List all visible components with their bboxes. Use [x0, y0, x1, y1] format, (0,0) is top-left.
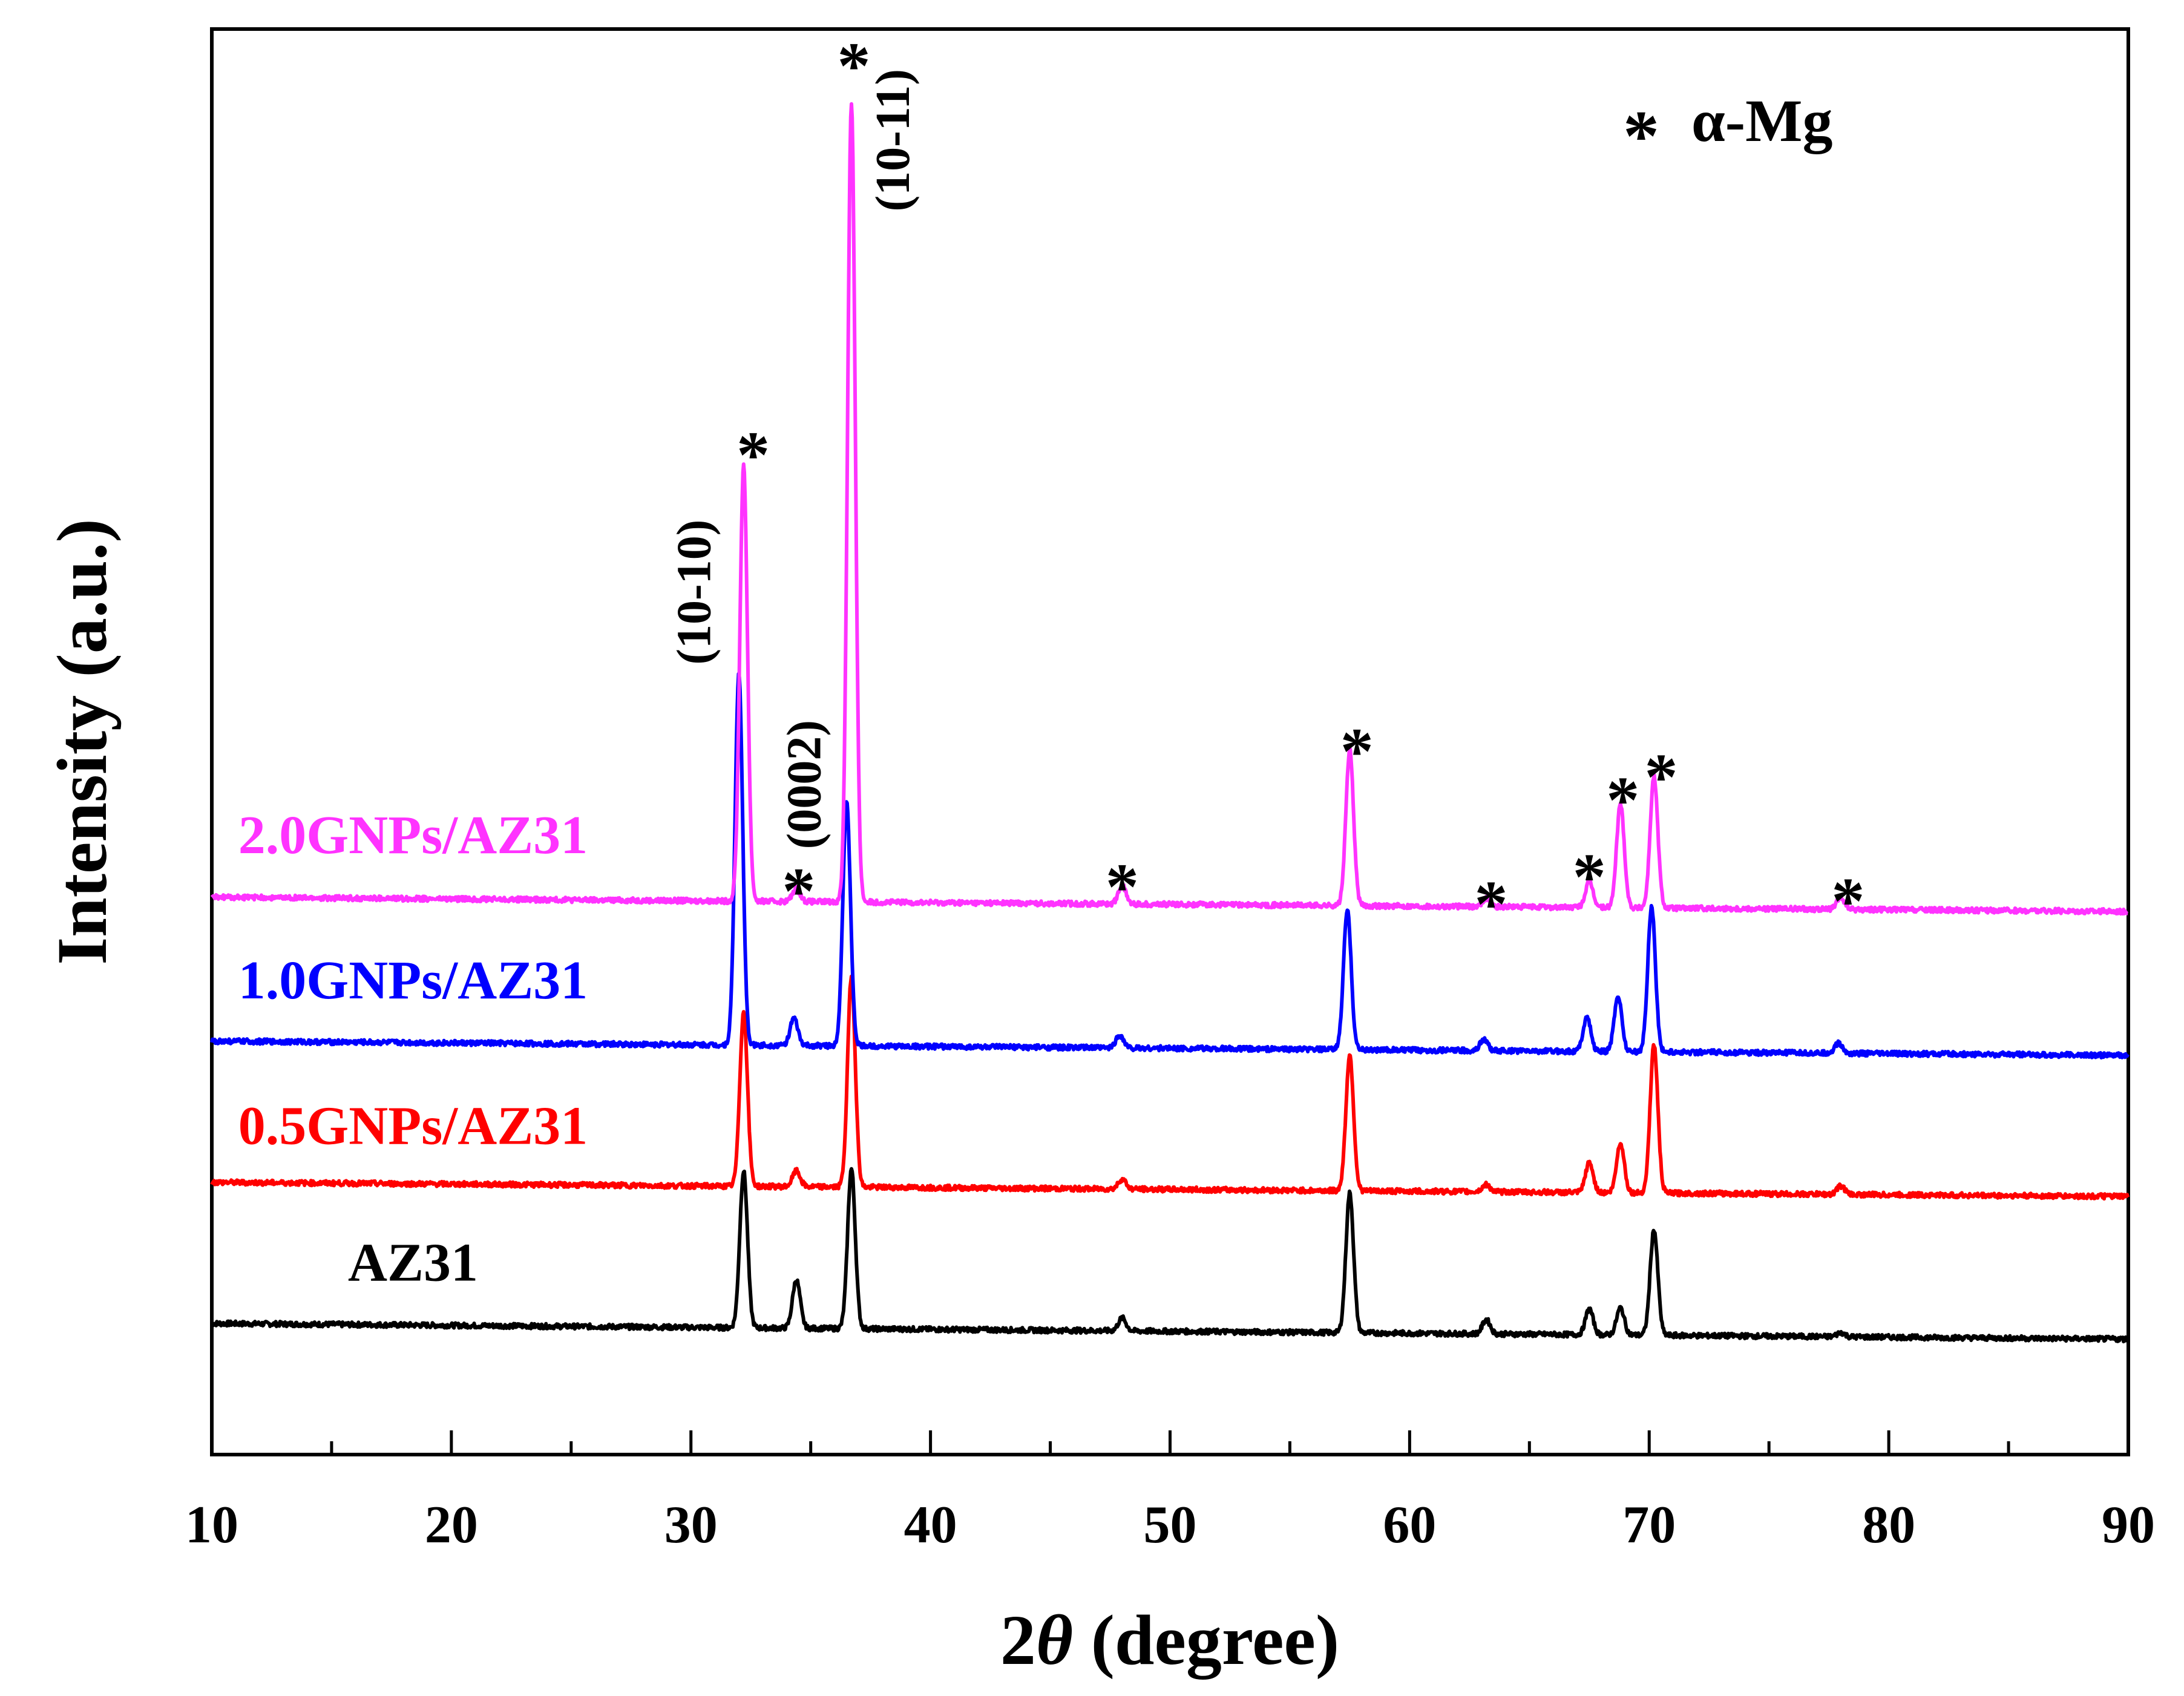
series-label: 1.0GNPs/AZ31 — [238, 951, 588, 1010]
series-line-0 — [211, 1167, 2130, 1344]
x-axis-label: 2θ (degree) — [1000, 1600, 1339, 1680]
peak-marker: * — [1106, 850, 1139, 924]
x-tick-label: 60 — [1383, 1496, 1436, 1554]
series-group — [210, 102, 2130, 1344]
peak-marker: * — [1831, 864, 1864, 938]
x-tick-labels: 10 20 30 40 50 60 70 80 90 — [185, 1496, 2155, 1554]
peak-marker: * — [837, 28, 870, 102]
plot-frame — [210, 27, 2130, 1456]
x-tick-label: 70 — [1622, 1496, 1676, 1554]
peak-marker: * — [736, 418, 770, 492]
series-line-2 — [210, 672, 2130, 1059]
plane-annotation: (0002) — [778, 720, 831, 849]
plane-annotation: (10-11) — [867, 69, 920, 212]
x-axis-label-prefix: 2 — [1000, 1600, 1036, 1680]
series-label-group: 2.0GNPs/AZ31 1.0GNPs/AZ31 0.5GNPs/AZ31 AZ31 — [238, 805, 588, 1293]
x-tick-label: 20 — [425, 1496, 478, 1554]
x-tick-label: 40 — [904, 1496, 957, 1554]
legend-symbol: * — [1623, 96, 1659, 176]
series-line-1 — [210, 974, 2130, 1201]
series-label: AZ31 — [348, 1233, 478, 1293]
series-label: 0.5GNPs/AZ31 — [238, 1096, 588, 1156]
annotation-group: (10-10) (0002) (10-11) — [667, 69, 920, 849]
x-tick-label: 50 — [1144, 1496, 1197, 1554]
series-line-3 — [210, 102, 2129, 916]
x-tick-label: 30 — [664, 1496, 718, 1554]
x-axis-label-suffix: (degree) — [1073, 1600, 1339, 1680]
peak-marker: * — [1340, 715, 1374, 788]
peak-marker: * — [1606, 763, 1639, 837]
peak-marker: * — [782, 854, 815, 928]
legend-label: α-Mg — [1691, 87, 1833, 154]
x-tick-label: 80 — [1862, 1496, 1915, 1554]
x-ticks — [210, 1430, 2130, 1455]
peak-marker: * — [1573, 840, 1606, 914]
x-tick-label: 90 — [2102, 1496, 2155, 1554]
peak-marker: * — [1645, 740, 1678, 814]
marker-group: ****** ** ** — [736, 28, 1864, 940]
peak-marker: * — [1474, 867, 1507, 941]
x-tick-label: 10 — [185, 1496, 238, 1554]
x-axis-label-theta: θ — [1036, 1600, 1073, 1680]
y-axis-label: Intensity (a.u.) — [42, 519, 122, 965]
series-label: 2.0GNPs/AZ31 — [238, 805, 588, 865]
plane-annotation: (10-10) — [667, 520, 721, 665]
